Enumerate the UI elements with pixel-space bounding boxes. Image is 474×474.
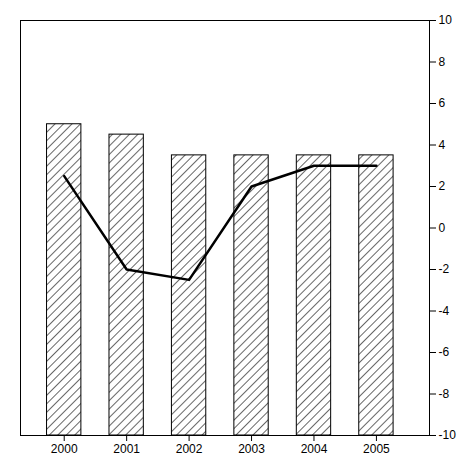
svg-text:2003: 2003 (238, 442, 265, 456)
svg-text:0: 0 (439, 221, 446, 235)
svg-text:-6: -6 (439, 345, 450, 359)
svg-text:4: 4 (439, 138, 446, 152)
svg-text:-2: -2 (439, 262, 450, 276)
svg-text:2001: 2001 (113, 442, 140, 456)
svg-text:6: 6 (439, 96, 446, 110)
svg-text:10: 10 (439, 13, 453, 27)
svg-text:8: 8 (439, 55, 446, 69)
svg-text:2005: 2005 (363, 442, 390, 456)
svg-text:2004: 2004 (301, 442, 328, 456)
svg-text:-8: -8 (439, 387, 450, 401)
svg-text:2002: 2002 (176, 442, 203, 456)
svg-text:-10: -10 (439, 428, 457, 442)
svg-text:2: 2 (439, 179, 446, 193)
svg-text:-4: -4 (439, 304, 450, 318)
svg-text:2000: 2000 (51, 442, 78, 456)
